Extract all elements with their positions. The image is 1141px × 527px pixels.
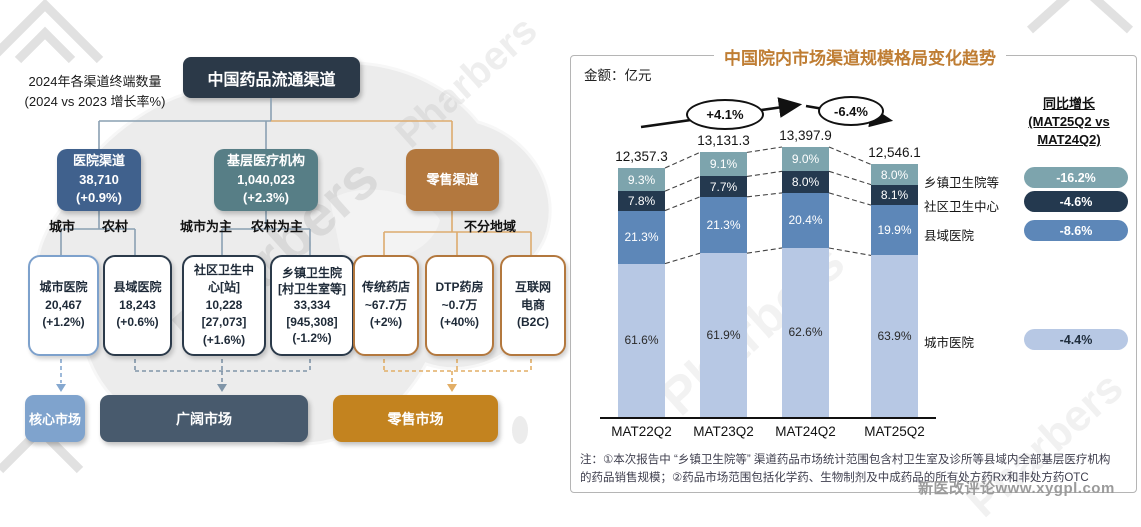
- node-urban-hospitals: 城市医院 20,467 (+1.2%): [28, 255, 99, 356]
- region-label-rural-mainly: 农村为主: [250, 219, 303, 234]
- region-label-urban: 城市: [48, 219, 75, 234]
- note-line1: 2024年各渠道终端数量: [28, 74, 162, 89]
- node-growth: (+2.3%): [243, 190, 289, 206]
- chart-title: 中国院内市场渠道规模格局变化趋势: [600, 44, 1120, 69]
- root-title: 中国药品流通渠道: [207, 71, 336, 89]
- region-label-rural: 农村: [101, 219, 128, 234]
- term-line: (B2C): [517, 315, 549, 330]
- yoy-pill-community: -4.6%: [1024, 191, 1128, 212]
- term-line: (-1.2%): [292, 330, 332, 345]
- growth-annotation-2: -6.4%: [818, 96, 884, 126]
- terminal-count-note: 2024年各渠道终端数量 (2024 vs 2023 增长率%): [14, 72, 176, 111]
- term-line: 传统药店: [361, 280, 410, 295]
- pharbers-watermark: Pharbers: [387, 7, 546, 157]
- term-line: 互联网: [514, 280, 551, 295]
- market-broad: 广阔市场: [100, 395, 308, 442]
- amount-unit-label: 金额：亿元: [584, 68, 652, 83]
- yoy-pill-township: -16.2%: [1024, 167, 1128, 188]
- node-township-health-centers: 乡镇卫生院 [村卫生室等] 33,334 [945,308] (-1.2%): [270, 255, 354, 356]
- node-count: 38,710: [79, 171, 119, 187]
- term-line: [945,308]: [286, 314, 338, 329]
- term-line: 10,228: [205, 297, 243, 312]
- term-line: 33,334: [293, 298, 331, 313]
- node-dtp-pharmacies: DTP药房 ~0.7万 (+40%): [425, 255, 494, 356]
- site-watermark: 新医改评论www.xygpl.com: [918, 480, 1115, 497]
- legend-township: 乡镇卫生院等: [924, 176, 1000, 190]
- legend-county: 县域医院: [924, 229, 975, 243]
- legend-urban: 城市医院: [924, 336, 975, 350]
- node-title: 医院渠道: [72, 152, 125, 168]
- market-label: 零售市场: [387, 410, 444, 427]
- node-internet-ecommerce: 互联网 电商 (B2C): [500, 255, 566, 356]
- yoy-pill-urban: -4.4%: [1024, 329, 1128, 350]
- term-line: 18,243: [119, 297, 156, 312]
- term-line: (+1.6%): [202, 332, 246, 347]
- note-line2: (2024 vs 2023 增长率%): [24, 93, 166, 109]
- footnote: 注：①本次报告中 “乡镇卫生院等” 渠道药品市场统计范围包含村卫生室及诊所等县域…: [580, 454, 1111, 484]
- growth-annotation-1: +4.1%: [686, 99, 764, 130]
- node-title: 基层医疗机构: [226, 152, 305, 168]
- term-line: [27,073]: [201, 315, 247, 330]
- yoy-pill-county: -8.6%: [1024, 220, 1128, 241]
- term-line: [村卫生室等]: [278, 282, 346, 297]
- term-line: (+40%): [439, 315, 480, 330]
- term-line: 电商: [520, 297, 545, 312]
- market-core: 核心市场: [25, 395, 85, 442]
- term-line: (+2%): [369, 315, 403, 330]
- term-line: DTP药房: [435, 280, 484, 295]
- term-line: 乡镇卫生院: [281, 266, 342, 281]
- region-label-urban-mainly: 城市为主: [179, 219, 232, 234]
- market-label: 核心市场: [28, 412, 81, 427]
- term-line: 社区卫生中心[站]: [193, 263, 254, 295]
- node-retail-channel: 零售渠道: [406, 149, 499, 211]
- node-growth: (+0.9%): [76, 190, 122, 206]
- node-primary-care-channel: 基层医疗机构 1,040,023 (+2.3%): [214, 149, 318, 211]
- market-retail: 零售市场: [333, 395, 498, 442]
- x-axis-line: [600, 417, 936, 419]
- term-line: (+1.2%): [42, 315, 85, 330]
- node-count: 1,040,023: [237, 171, 295, 187]
- term-line: 县域医院: [113, 280, 162, 295]
- root-node-distribution-channels: 中国药品流通渠道: [183, 57, 360, 98]
- node-county-hospitals: 县域医院 18,243 (+0.6%): [103, 255, 172, 356]
- term-line: 20,467: [45, 297, 82, 312]
- yoy-growth-header: 同比增长 (MAT25Q2 vs MAT24Q2): [1028, 96, 1110, 148]
- node-community-health-centers: 社区卫生中心[站] 10,228 [27,073] (+1.6%): [182, 255, 266, 356]
- term-line: 城市医院: [39, 280, 88, 295]
- node-hospital-channel: 医院渠道 38,710 (+0.9%): [57, 149, 141, 211]
- term-line: ~67.7万: [364, 297, 408, 312]
- region-label-no-region: 不分地域: [463, 219, 516, 234]
- term-line: ~0.7万: [441, 297, 478, 312]
- legend-community: 社区卫生中心: [924, 200, 1000, 214]
- term-line: (+0.6%): [116, 315, 159, 330]
- node-title: 零售渠道: [426, 171, 479, 187]
- market-label: 广阔市场: [176, 410, 232, 427]
- node-traditional-pharmacies: 传统药店 ~67.7万 (+2%): [353, 255, 419, 356]
